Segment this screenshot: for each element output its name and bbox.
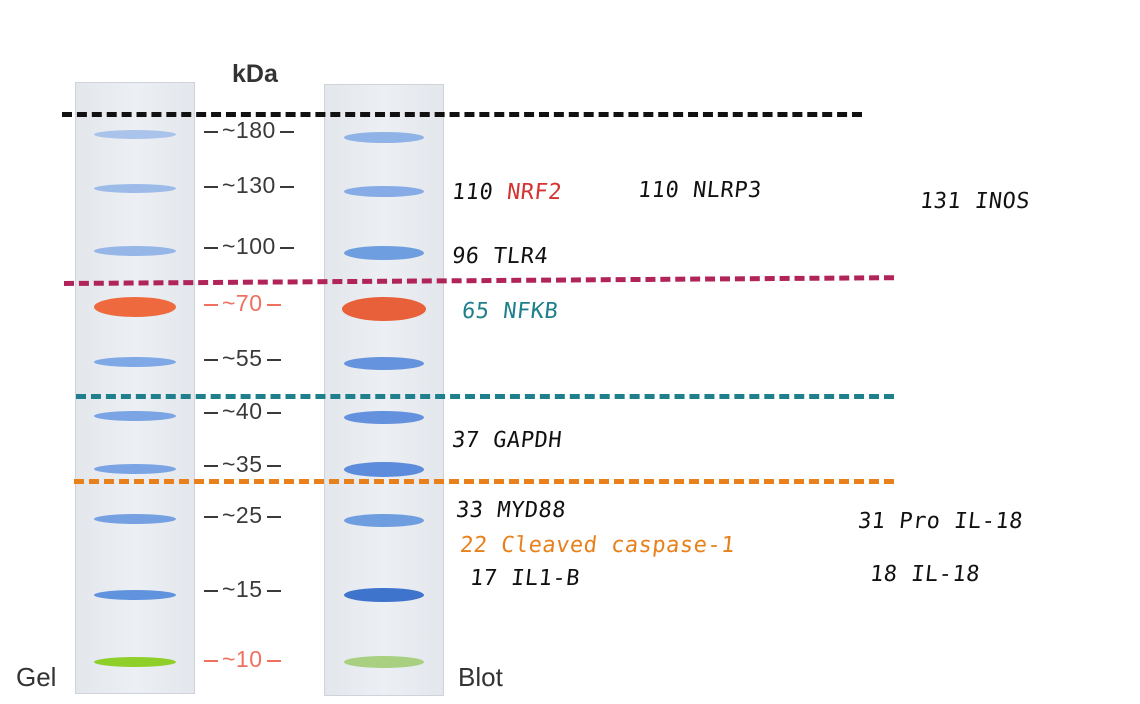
nlrp3-annotation: 110 NLRP3 xyxy=(636,178,764,203)
marker-180-text: ~180 xyxy=(222,117,276,143)
marker-15-text: ~15 xyxy=(222,576,263,602)
gel-band-180 xyxy=(94,130,176,139)
blot-band-100 xyxy=(344,246,424,260)
myd88-annotation: 33 MYD88 xyxy=(454,498,568,523)
marker-55: ~55 xyxy=(200,345,285,372)
blot-band-40 xyxy=(344,411,424,424)
marker-70-text: ~70 xyxy=(222,290,263,316)
blot-band-130 xyxy=(344,186,424,197)
blot-band-180 xyxy=(344,132,424,143)
black-dashed-line xyxy=(62,112,862,117)
gel-label: Gel xyxy=(16,662,57,692)
il18-annotation: 18 IL-18 xyxy=(868,562,982,587)
nrf2-weight: 110 xyxy=(450,180,495,205)
blot-band-10 xyxy=(344,656,424,668)
marker-35: ~35 xyxy=(200,451,285,478)
marker-25-text: ~25 xyxy=(222,502,263,528)
marker-40: ~40 xyxy=(200,398,285,425)
blot-label: Blot xyxy=(458,662,503,692)
nrf2-name: NRF2 xyxy=(505,180,564,205)
gel-band-70 xyxy=(94,297,176,317)
gel-band-35 xyxy=(94,464,176,474)
marker-130: ~130 xyxy=(200,172,298,199)
pro-il18-annotation: 31 Pro IL-18 xyxy=(856,509,1025,534)
blot-band-70 xyxy=(342,297,426,321)
gel-band-40 xyxy=(94,411,176,421)
marker-10-text: ~10 xyxy=(222,646,263,672)
marker-15: ~15 xyxy=(200,576,285,603)
marker-40-text: ~40 xyxy=(222,398,263,424)
blot-band-55 xyxy=(344,357,424,370)
marker-25: ~25 xyxy=(200,502,285,529)
blot-band-15 xyxy=(344,588,424,602)
marker-100-text: ~100 xyxy=(222,233,276,259)
tlr4-annotation: 96 TLR4 xyxy=(450,244,550,269)
marker-10: ~10 xyxy=(200,646,285,673)
marker-35-text: ~35 xyxy=(222,451,263,477)
blot-band-25 xyxy=(344,514,424,527)
orange-dashed-line xyxy=(74,479,894,484)
blot-lane xyxy=(324,84,444,696)
gel-band-25 xyxy=(94,514,176,524)
nrf2-annotation: 110 NRF2 xyxy=(451,180,564,205)
gel-band-10 xyxy=(94,657,176,667)
nfkb-annotation: 65 NFKB xyxy=(460,299,560,324)
il1b-annotation: 17 IL1-B xyxy=(468,566,582,591)
marker-55-text: ~55 xyxy=(222,345,263,371)
gel-band-55 xyxy=(94,357,176,367)
caspase-annotation: 22 Cleaved caspase-1 xyxy=(458,533,737,558)
teal-dashed-line xyxy=(76,394,894,399)
marker-180: ~180 xyxy=(200,117,298,144)
gel-lane xyxy=(75,82,195,694)
gel-band-15 xyxy=(94,590,176,600)
gel-band-130 xyxy=(94,184,176,193)
kda-unit-label: kDa xyxy=(232,60,278,88)
marker-70: ~70 xyxy=(200,290,285,317)
blot-band-35 xyxy=(344,462,424,477)
gapdh-annotation: 37 GAPDH xyxy=(450,428,564,453)
inos-annotation: 131 INOS xyxy=(918,189,1032,214)
gel-band-100 xyxy=(94,246,176,256)
marker-100: ~100 xyxy=(200,233,298,260)
marker-130-text: ~130 xyxy=(222,172,276,198)
